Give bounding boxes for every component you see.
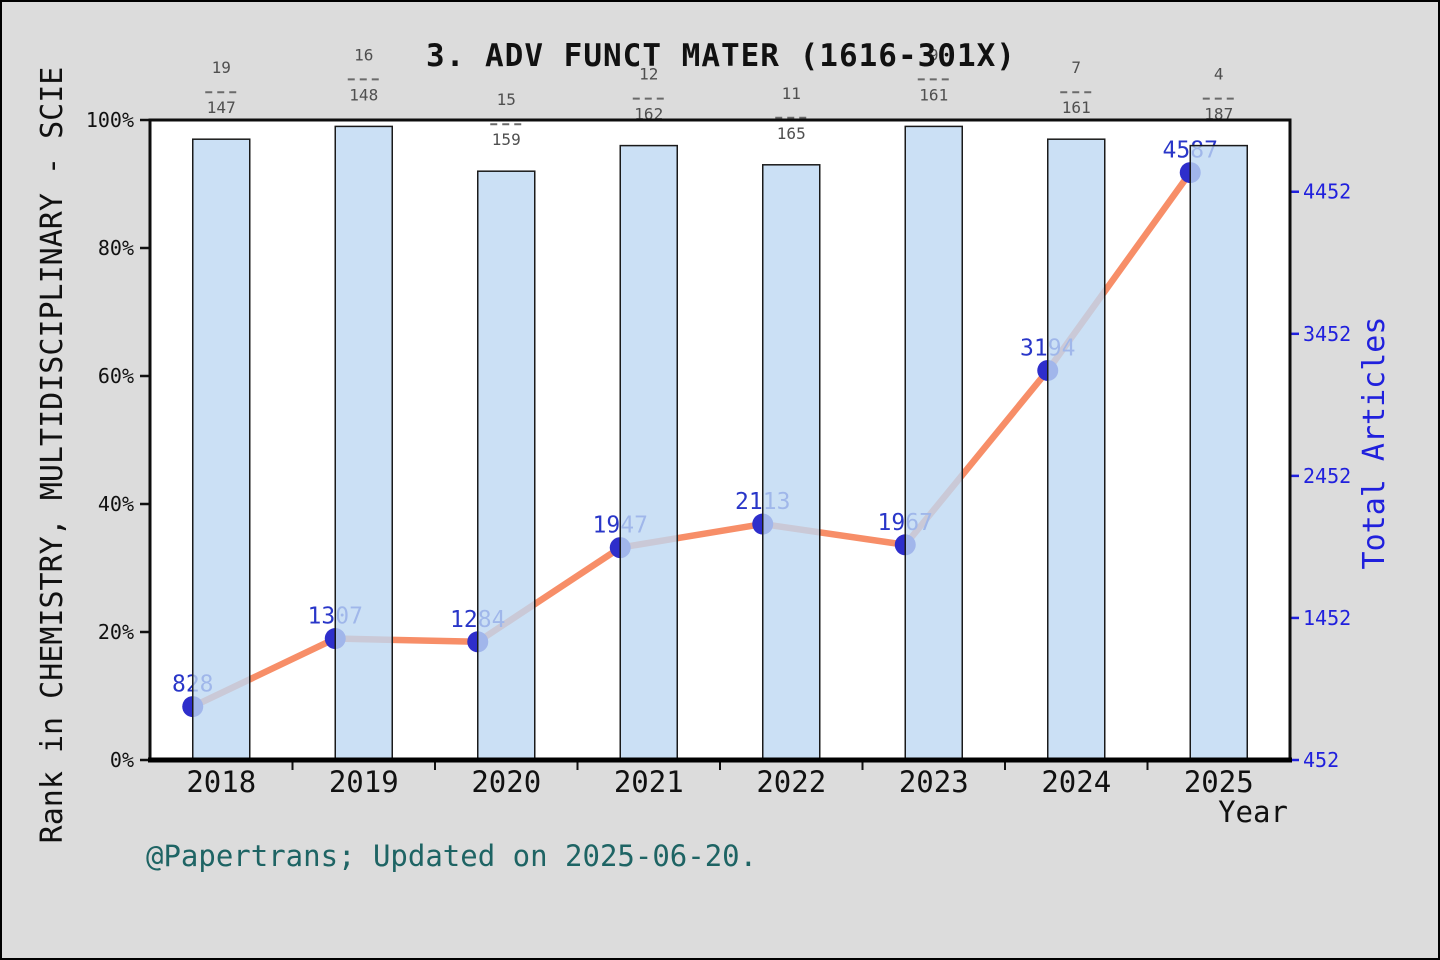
x-tick-label-2022: 2022	[756, 765, 826, 799]
bar-2021	[619, 144, 678, 761]
fraction-denominator: 148	[349, 85, 378, 104]
rank-fraction-2018: 19 147	[205, 58, 238, 117]
right-tick-label: 4452	[1303, 180, 1351, 204]
right-tick-label: 452	[1303, 748, 1339, 772]
fraction-numerator: 12	[639, 65, 658, 84]
bar-2024	[1047, 138, 1106, 761]
left-tick-label: 20%	[98, 620, 134, 644]
footer-credit: @Papertrans; Updated on 2025-06-20.	[146, 839, 757, 873]
chart-title: 3. ADV FUNCT MATER (1616-301X)	[426, 38, 1016, 74]
bar-2019	[334, 125, 393, 761]
right-tick-label: 2452	[1303, 464, 1351, 488]
x-tick-label-2020: 2020	[471, 765, 541, 799]
bar-2020	[477, 170, 536, 761]
right-tick-label: 1452	[1303, 606, 1351, 630]
fraction-numerator: 11	[782, 84, 801, 103]
bar-2022	[762, 164, 821, 761]
fraction-numerator: 4	[1214, 65, 1224, 84]
fraction-denominator: 147	[207, 98, 236, 117]
right-axis-title: Total Articles	[1357, 317, 1392, 570]
x-tick-label-2021: 2021	[614, 765, 684, 799]
rank-fraction-2023: 9 161	[917, 45, 950, 104]
rank-bars	[192, 125, 1248, 761]
fraction-denominator: 159	[492, 130, 521, 149]
left-tick-label: 40%	[98, 492, 134, 516]
rank-fraction-2019: 16 148	[347, 45, 380, 104]
x-axis-title: Year	[1218, 795, 1288, 829]
left-axis-title: Rank in CHEMISTRY, MULTIDISCIPLINARY - S…	[35, 67, 70, 844]
plot-area	[150, 120, 1290, 760]
x-tick-label-2025: 2025	[1184, 765, 1254, 799]
fraction-denominator: 161	[1062, 98, 1091, 117]
x-tick-label-2018: 2018	[186, 765, 256, 799]
bar-2023	[904, 125, 963, 761]
left-tick-label: 60%	[98, 364, 134, 388]
rank-fraction-2024: 7 161	[1060, 58, 1093, 117]
x-tick-label-2023: 2023	[899, 765, 969, 799]
right-tick-label: 3452	[1303, 322, 1351, 346]
left-tick-label: 0%	[110, 748, 134, 772]
axes-ticks-and-labels: 0% 20% 40% 60% 80% 100% 452 1452 2452 3452 4452 201…	[86, 108, 1351, 799]
x-tick-label-2019: 2019	[329, 765, 399, 799]
fraction-numerator: 15	[497, 90, 516, 109]
fraction-denominator: 161	[919, 85, 948, 104]
fraction-numerator: 16	[354, 45, 373, 64]
fraction-numerator: 19	[212, 58, 231, 77]
left-tick-label: 80%	[98, 236, 134, 260]
rank-fraction-2020: 15 159	[490, 90, 523, 149]
bar-2025	[1189, 144, 1248, 761]
bar-2018	[192, 138, 251, 761]
x-tick-label-2024: 2024	[1041, 765, 1111, 799]
fraction-numerator: 9	[929, 45, 939, 64]
fraction-numerator: 7	[1071, 58, 1081, 77]
fraction-denominator: 165	[777, 124, 806, 143]
rank-fraction-2022: 11 165	[775, 84, 808, 143]
left-tick-label: 100%	[86, 108, 134, 132]
